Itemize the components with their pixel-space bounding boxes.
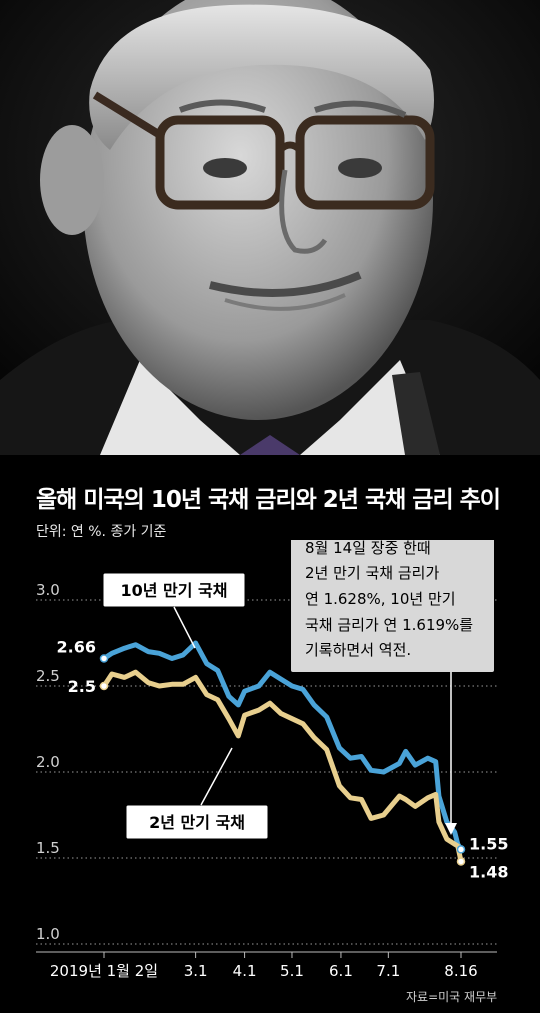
annotation-arrowhead — [445, 823, 457, 835]
x-tick-label: 3.1 — [184, 962, 208, 980]
unit-note: 단위: 연 %. 종가 기준 — [36, 524, 167, 540]
fed-chair-photo — [0, 0, 540, 455]
end-point — [456, 845, 466, 854]
annotation-line-4: 국채 금리가 연 1.619%를 — [305, 616, 473, 634]
start-point — [99, 654, 109, 663]
y-tick-label: 2.0 — [36, 753, 60, 771]
x-tick-label: 6.1 — [329, 962, 353, 980]
series-line-2yr — [101, 669, 464, 862]
annotation-line-3: 연 1.628%, 10년 만기 — [305, 590, 456, 608]
label-10yr: 10년 만기 국채 — [102, 572, 246, 649]
start-point — [99, 681, 109, 691]
annotation-line-5: 기록하면서 역전. — [305, 641, 411, 659]
label-10yr-text: 10년 만기 국채 — [120, 581, 227, 600]
start-value-label: 2.5 — [68, 677, 96, 696]
x-tick-label: 8.16 — [444, 962, 477, 980]
y-tick-label: 1.0 — [36, 925, 60, 943]
end-point — [456, 857, 466, 866]
annotation-box: 8월 14일 장중 한때 2년 만기 국채 금리가 연 1.628%, 10년 … — [291, 540, 494, 835]
chart-area: 3.0 2.5 2.0 1.5 1.0 2019년 1월 2일 3.1 4.1 5.1 6.1 7… — [36, 540, 509, 980]
label-2yr: 2년 만기 국채 — [125, 747, 269, 840]
series-line-10yr — [102, 640, 464, 851]
source-note: 자료=미국 재무부 — [406, 990, 498, 1004]
y-tick-label: 3.0 — [36, 581, 60, 599]
x-tick-label: 4.1 — [233, 962, 257, 980]
x-tick-label: 2019년 1월 2일 — [50, 962, 158, 980]
start-value-label: 2.66 — [57, 637, 96, 656]
annotation-line-1: 8월 14일 장중 한때 — [305, 540, 431, 557]
annotation-line-2: 2년 만기 국채 금리가 — [305, 564, 439, 582]
y-axis-ticks: 3.0 2.5 2.0 1.5 1.0 — [36, 581, 60, 943]
y-tick-label: 2.5 — [36, 667, 60, 685]
x-axis: 2019년 1월 2일 3.1 4.1 5.1 6.1 7.1 8.16 — [36, 951, 497, 980]
chart-title: 올해 미국의 10년 국채 금리와 2년 국채 금리 추이 — [36, 487, 501, 513]
end-value-label: 1.48 — [469, 862, 508, 881]
label-2yr-text: 2년 만기 국채 — [149, 813, 245, 832]
grid-lines — [36, 599, 497, 945]
end-labels: 2.66 1.55 2.5 1.48 — [57, 637, 509, 881]
y-tick-label: 1.5 — [36, 839, 60, 857]
x-tick-label: 7.1 — [376, 962, 400, 980]
end-value-label: 1.55 — [469, 834, 508, 853]
series-lines — [101, 640, 464, 862]
x-tick-label: 5.1 — [280, 962, 304, 980]
